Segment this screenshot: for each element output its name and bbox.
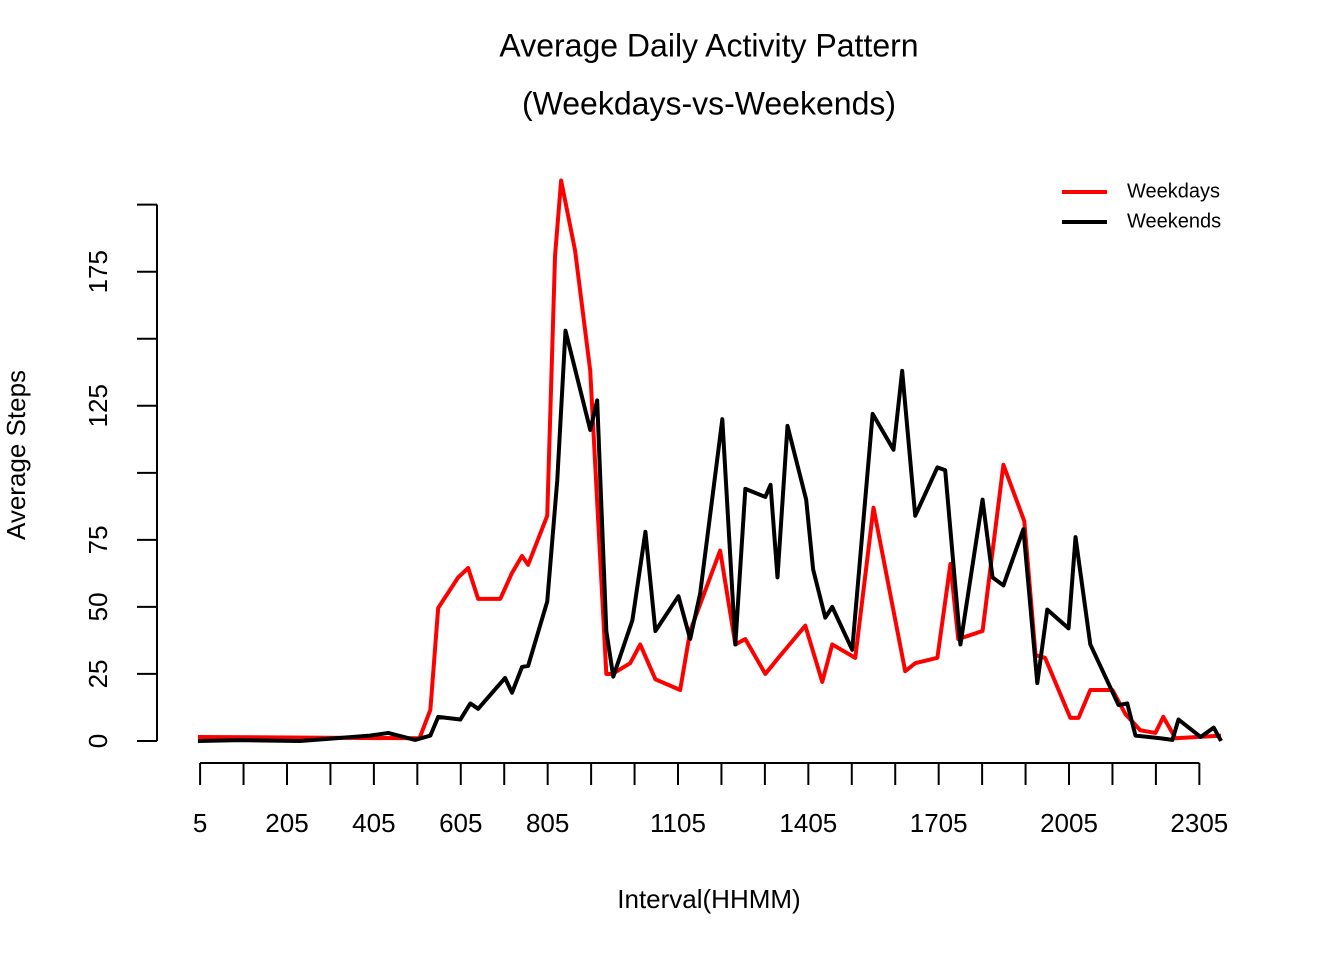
y-tick-label: 50 [83,592,113,621]
x-axis-label: Interval(HHMM) [617,884,800,914]
series-line [197,178,1222,741]
x-tick-label: 1105 [650,808,706,838]
legend-label: Weekends [1127,210,1221,232]
y-tick-label: 0 [83,734,113,748]
x-tick-label: 605 [439,808,482,838]
x-tick-label: 2305 [1170,808,1228,838]
y-tick-label: 125 [83,384,113,427]
x-tick-label: 405 [352,808,395,838]
x-tick-label: 205 [265,808,308,838]
y-tick-label: 25 [83,659,113,688]
chart-title: Average Daily Activity Pattern [499,27,918,63]
legend-label: Weekdays [1127,180,1220,202]
x-tick-label: 2005 [1040,808,1098,838]
y-tick-label: 175 [83,250,113,293]
y-axis-label: Average Steps [1,370,31,540]
chart-subtitle: (Weekdays-vs-Weekends) [522,85,896,121]
x-tick-label: 5 [193,808,207,838]
series-line [197,328,1223,743]
y-tick-label: 75 [83,525,113,554]
x-tick-label: 1705 [910,808,968,838]
x-tick-label: 1405 [779,808,837,838]
x-tick-label: 805 [526,808,569,838]
